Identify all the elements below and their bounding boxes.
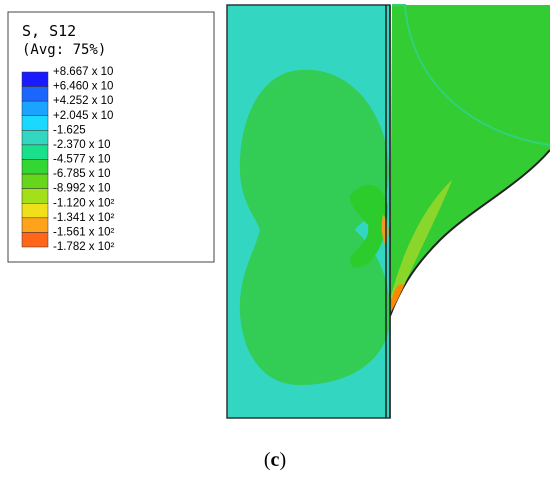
legend-swatch [21,173,49,189]
legend-swatch [21,130,49,146]
legend-scale: +8.667 x 10 +6.460 x 10 +4.252 x 10 +2.045 … [21,66,115,253]
hot-spot [391,284,404,312]
legend-swatch [21,159,49,175]
legend-swatch [21,71,49,87]
hot-spot [381,215,389,245]
caption-close: ) [279,449,286,471]
legend-label: +4.252 x 10 [53,95,113,107]
legend-swatch [21,86,49,102]
caption-open: ( [264,449,271,471]
legend-subtitle: (Avg: 75%) [22,42,106,58]
legend-title: S, S12 [22,22,76,40]
legend-swatch [21,232,49,248]
legend-label: -1.341 x 10² [53,212,115,224]
legend-label: -1.120 x 10² [53,197,115,209]
stress-region [239,69,391,385]
legend-label: +8.667 x 10 [53,66,113,78]
legend-label: -6.785 x 10 [53,168,111,180]
legend-label: -1.561 x 10² [53,226,115,238]
legend-swatch [21,217,49,233]
legend-swatch [21,100,49,116]
legend-label: +6.460 x 10 [53,81,113,93]
legend-swatch [21,188,49,204]
right-body-edge [392,5,550,150]
legend-label: -8.992 x 10 [53,183,111,195]
legend-swatch [21,115,49,131]
caption-letter: c [271,449,280,471]
legend-label: -1.782 x 10² [53,241,115,253]
legend-swatch [21,203,49,219]
legend-label: -4.577 x 10 [53,154,111,166]
caption: (c) [264,449,286,471]
legend-label: +2.045 x 10 [53,110,113,122]
legend-label: -1.625 [53,124,86,136]
legend-label: -2.370 x 10 [53,139,111,151]
legend-swatch [21,144,49,160]
stress-lobe [349,184,388,268]
gradient-edge [392,4,550,146]
contact-zone [390,180,452,300]
